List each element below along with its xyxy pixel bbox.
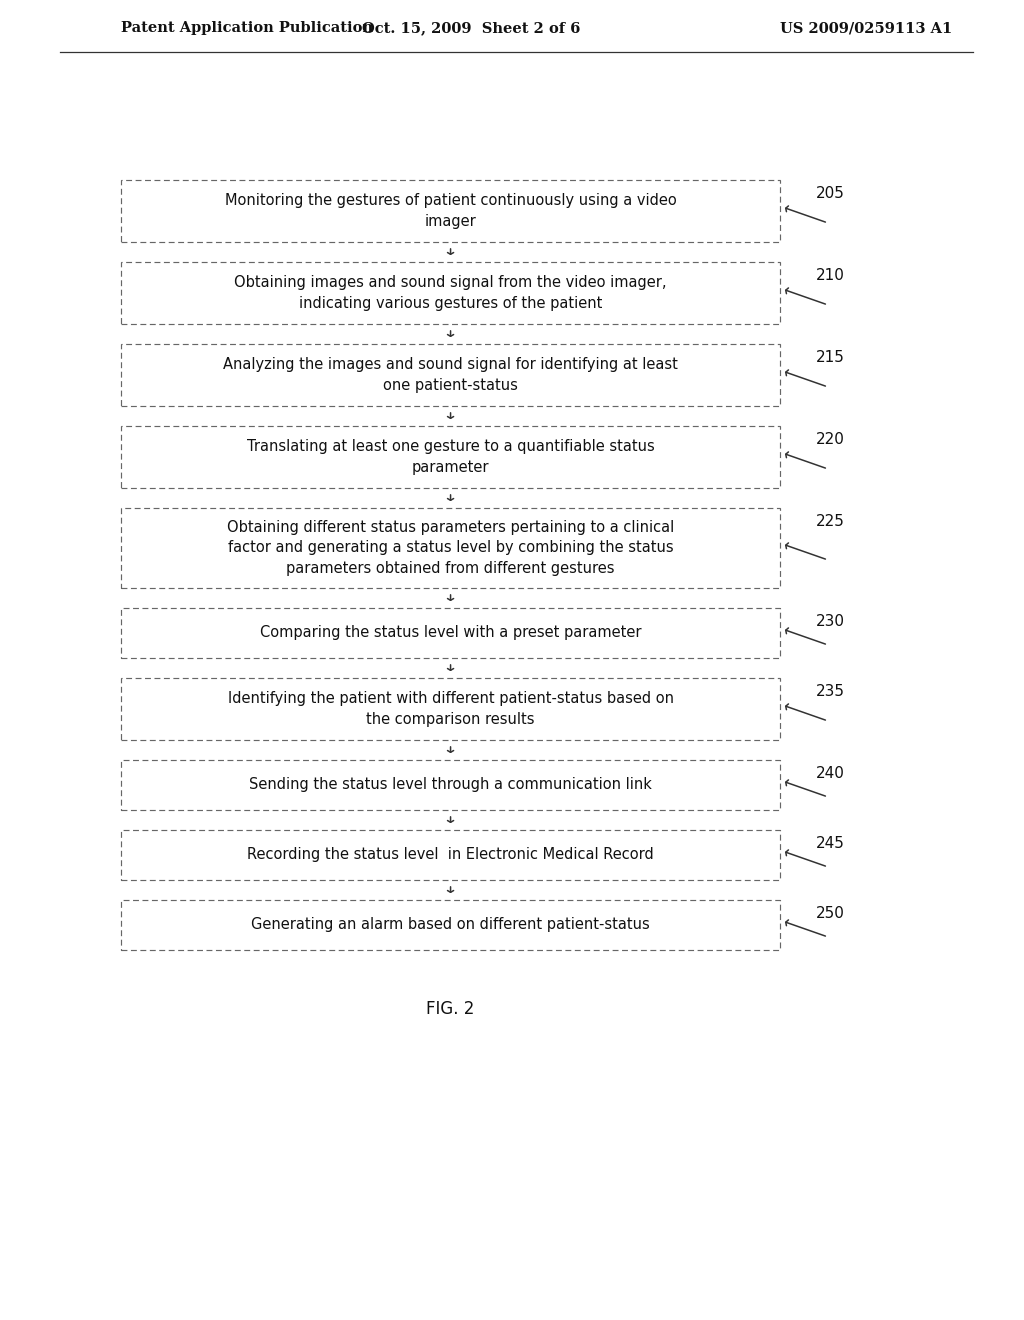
Bar — [121, 900, 780, 950]
Bar — [121, 830, 780, 880]
Text: Generating an alarm based on different patient-status: Generating an alarm based on different p… — [251, 917, 650, 932]
Text: Obtaining images and sound signal from the video imager,
indicating various gest: Obtaining images and sound signal from t… — [234, 276, 667, 310]
Bar — [121, 678, 780, 741]
Text: Sending the status level through a communication link: Sending the status level through a commu… — [249, 777, 652, 792]
Bar — [121, 508, 780, 587]
Text: 215: 215 — [816, 350, 845, 366]
Text: 225: 225 — [816, 513, 845, 529]
Text: Identifying the patient with different patient-status based on
the comparison re: Identifying the patient with different p… — [227, 692, 674, 727]
Text: 205: 205 — [816, 186, 845, 201]
Text: 245: 245 — [816, 836, 845, 851]
Bar — [121, 609, 780, 657]
Text: Analyzing the images and sound signal for identifying at least
one patient-statu: Analyzing the images and sound signal fo… — [223, 358, 678, 392]
Text: Translating at least one gesture to a quantifiable status
parameter: Translating at least one gesture to a qu… — [247, 440, 654, 475]
Text: Comparing the status level with a preset parameter: Comparing the status level with a preset… — [260, 626, 641, 640]
Text: 210: 210 — [816, 268, 845, 282]
Text: Oct. 15, 2009  Sheet 2 of 6: Oct. 15, 2009 Sheet 2 of 6 — [361, 21, 581, 36]
Bar — [121, 345, 780, 407]
Bar — [121, 426, 780, 488]
Text: 220: 220 — [816, 432, 845, 447]
Text: FIG. 2: FIG. 2 — [426, 1001, 475, 1018]
Text: Obtaining different status parameters pertaining to a clinical
factor and genera: Obtaining different status parameters pe… — [227, 520, 674, 576]
Text: 240: 240 — [816, 766, 845, 781]
Text: 230: 230 — [816, 614, 845, 630]
Text: 235: 235 — [816, 684, 845, 700]
Bar — [121, 180, 780, 242]
Text: 250: 250 — [816, 906, 845, 921]
Text: Recording the status level  in Electronic Medical Record: Recording the status level in Electronic… — [247, 847, 654, 862]
Bar — [121, 261, 780, 323]
Bar — [121, 760, 780, 810]
Text: Monitoring the gestures of patient continuously using a video
imager: Monitoring the gestures of patient conti… — [224, 193, 677, 228]
Text: Patent Application Publication: Patent Application Publication — [121, 21, 373, 36]
Text: US 2009/0259113 A1: US 2009/0259113 A1 — [780, 21, 952, 36]
